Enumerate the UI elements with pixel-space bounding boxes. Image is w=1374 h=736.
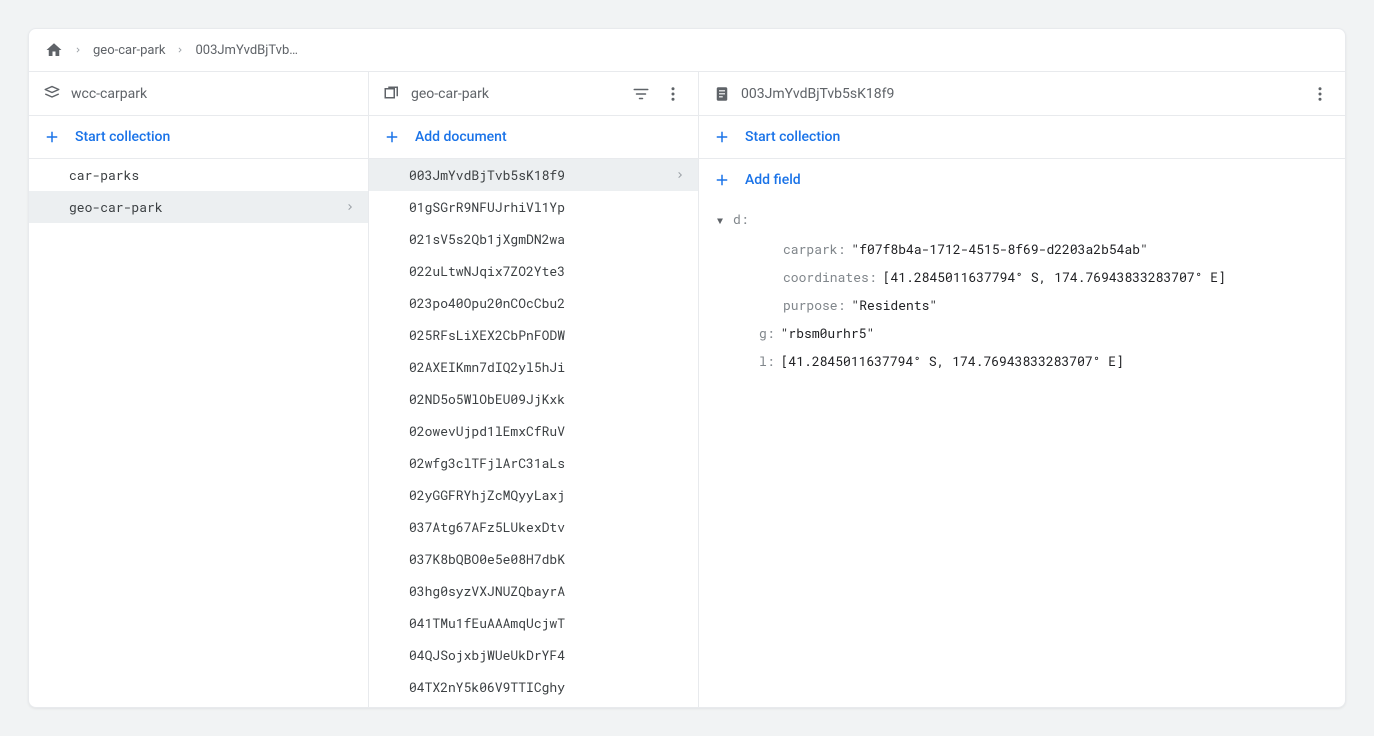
document-row[interactable]: 021sV5s2Qb1jXgmDN2wa [369,223,698,255]
add-field-button[interactable]: Add field [699,159,1345,201]
document-row[interactable]: 01gSGrR9NFUJrhiVl1Yp [369,191,698,223]
document-column: 003JmYvdBjTvb5sK18f9 Start collection Ad… [699,72,1345,707]
breadcrumb-item[interactable]: geo-car-park [93,43,165,58]
plus-icon [43,128,61,146]
document-row[interactable]: 003JmYvdBjTvb5sK18f9 [369,159,698,191]
field-row[interactable]: carpark"f07f8b4a-1712-4515-8f69-d2203a2b… [699,235,1345,263]
document-row[interactable]: 02ND5o5WlObEU09JjKxk [369,383,698,415]
field-key: g [759,323,781,343]
add-document-label: Add document [415,129,507,145]
field-key: coordinates [783,267,883,287]
document-row[interactable]: 022uLtwNJqix7ZO2Yte3 [369,255,698,287]
field-row[interactable]: coordinates[41.2845011637794° S, 174.769… [699,263,1345,291]
chevron-right-icon [344,201,356,213]
document-row[interactable]: 03hg0syzVXJNUZQbayrA [369,575,698,607]
plus-icon [383,128,401,146]
collection-header-label: geo-car-park [411,86,489,102]
document-header-label: 003JmYvdBjTvb5sK18f9 [741,86,894,102]
document-row[interactable]: 02wfg3clTFjlArC31aLs [369,447,698,479]
add-document-button[interactable]: Add document [369,116,698,159]
doc-start-collection-label: Start collection [745,129,840,145]
home-icon[interactable] [45,41,63,59]
document-row[interactable]: 02AXEIKmn7dIQ2yl5hJi [369,351,698,383]
document-row[interactable]: 02yGGFRYhjZcMQyyLaxj [369,479,698,511]
more-vert-icon[interactable] [1309,83,1331,105]
field-row[interactable]: l[41.2845011637794° S, 174.7694383328370… [699,347,1345,375]
field-row[interactable]: g"rbsm0urhr5" [699,319,1345,347]
columns-container: wcc-carpark Start collection car-parksge… [29,72,1345,707]
plus-icon [713,171,731,189]
document-row[interactable]: 037K8bQBO0e5e08H7dbK [369,543,698,575]
start-collection-button[interactable]: Start collection [29,116,368,159]
document-row[interactable]: 037Atg67AFz5LUkexDtv [369,511,698,543]
expand-icon[interactable]: ▼ [713,211,727,231]
field-value: "rbsm0urhr5" [781,323,875,343]
document-fields: ▼dcarpark"f07f8b4a-1712-4515-8f69-d2203a… [699,201,1345,707]
field-key: d [733,209,755,229]
add-field-label: Add field [745,172,801,188]
document-header: 003JmYvdBjTvb5sK18f9 [699,72,1345,116]
document-row[interactable]: 023po40Opu20nCOcCbu2 [369,287,698,319]
document-row[interactable]: 041TMu1fEuAAAmqUcjwT [369,607,698,639]
documents-list: 003JmYvdBjTvb5sK18f901gSGrR9NFUJrhiVl1Yp… [369,159,698,707]
field-row[interactable]: purpose"Residents" [699,291,1345,319]
field-key: l [759,351,781,371]
field-key: purpose [783,295,851,315]
document-row[interactable]: 04TX2nY5k06V9TTICghy [369,671,698,703]
collection-row[interactable]: car-parks [29,159,368,191]
field-value: [41.2845011637794° S, 174.76943833283707… [781,351,1124,371]
collections-list: car-parksgeo-car-park [29,159,368,707]
chevron-right-icon [73,45,83,55]
collection-icon [383,85,401,103]
document-row[interactable]: 02owevUjpd1lEmxCfRuV [369,415,698,447]
collection-column: geo-car-park Add document 003JmYvdBjTvb5… [369,72,699,707]
collection-row[interactable]: geo-car-park [29,191,368,223]
document-row[interactable]: 04QJSojxbjWUeUkDrYF4 [369,639,698,671]
more-vert-icon[interactable] [662,83,684,105]
field-value: "Residents" [851,295,937,315]
document-row[interactable]: 025RFsLiXEX2CbPnFODW [369,319,698,351]
collection-header: geo-car-park [369,72,698,116]
chevron-right-icon [175,45,185,55]
root-header: wcc-carpark [29,72,368,116]
breadcrumb-item[interactable]: 003JmYvdBjTvb… [195,43,298,58]
root-header-label: wcc-carpark [71,86,147,102]
document-icon [713,85,731,103]
plus-icon [713,128,731,146]
firestore-panel: geo-car-park 003JmYvdBjTvb… wcc-carpark … [28,28,1346,708]
database-icon [43,85,61,103]
field-value: "f07f8b4a-1712-4515-8f69-d2203a2b54ab" [851,239,1147,259]
doc-start-collection-button[interactable]: Start collection [699,116,1345,159]
field-key: carpark [783,239,851,259]
root-column: wcc-carpark Start collection car-parksge… [29,72,369,707]
start-collection-label: Start collection [75,129,170,145]
chevron-right-icon [674,169,686,181]
field-row[interactable]: ▼d [699,205,1345,235]
breadcrumb: geo-car-park 003JmYvdBjTvb… [29,29,1345,72]
field-value: [41.2845011637794° S, 174.76943833283707… [883,267,1226,287]
filter-icon[interactable] [630,83,652,105]
